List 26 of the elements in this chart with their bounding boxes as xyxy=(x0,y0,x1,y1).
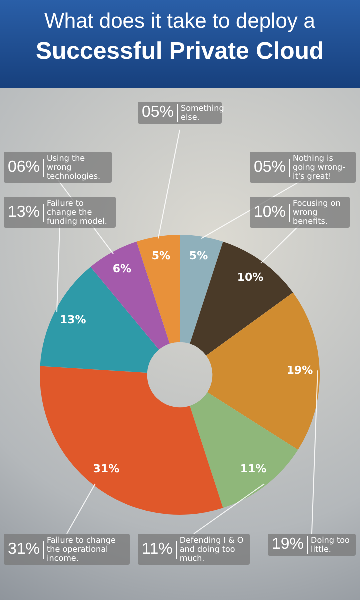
slice-label: Failure to change the funding model. xyxy=(47,199,108,226)
slice-label: Focusing on wrong benefits. xyxy=(293,199,342,226)
text: 31% xyxy=(8,540,40,558)
data-label: 05% xyxy=(142,104,178,122)
text: 13% xyxy=(8,204,40,220)
data-label: 05% xyxy=(254,158,290,176)
text: 11% xyxy=(142,540,173,558)
slice-label: Doing too little. xyxy=(311,536,351,554)
text: 10% xyxy=(254,204,286,220)
text: 5% xyxy=(152,249,171,262)
data-label: 13% xyxy=(60,313,86,326)
chart-title: What does it take to deploy a xyxy=(44,9,316,34)
data-label: 31% xyxy=(93,462,120,476)
slice-label: Something else. xyxy=(181,104,224,122)
slice-label: Nothing is going wrong- it's great! xyxy=(293,154,347,181)
data-label: 06% xyxy=(8,158,44,176)
text: 19% xyxy=(272,536,304,553)
data-label: 10% xyxy=(237,270,264,284)
chart-subtitle: Successful Private Cloud xyxy=(34,38,326,66)
text: 6% xyxy=(112,262,132,276)
data-label: 19% xyxy=(286,364,314,378)
slice-label: Using the wrong technologies. xyxy=(47,154,102,181)
data-label: 11% xyxy=(240,462,267,476)
slice-label: Failure to change the operational income. xyxy=(47,536,117,563)
text: 5% xyxy=(189,249,208,262)
slice-label: Defending I & O and doing too much. xyxy=(180,536,245,563)
